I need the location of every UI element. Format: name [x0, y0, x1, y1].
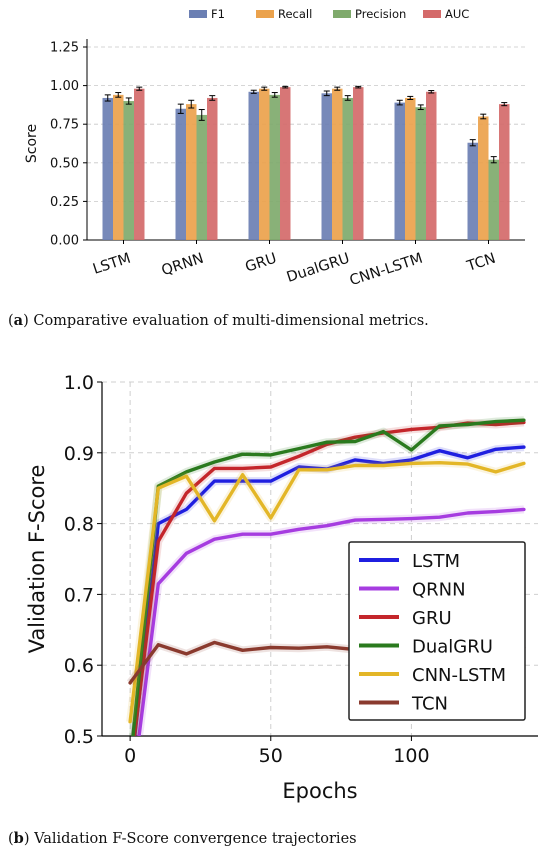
bar-lstm-recall	[113, 94, 124, 240]
x-tick-label: 100	[393, 745, 429, 767]
bar-lstm-auc	[134, 88, 145, 240]
y-axis-label: Validation F-Score	[25, 465, 49, 654]
y-tick-label: 0.9	[64, 443, 94, 465]
bar-cnn-lstm-recall	[405, 97, 416, 241]
bar-dualgru-f1	[321, 93, 332, 240]
caption-a: (a) Comparative evaluation of multi-dime…	[8, 312, 429, 329]
y-tick-label: 1.25	[50, 41, 79, 56]
x-tick-label: 0	[124, 745, 136, 767]
series-group	[126, 416, 526, 736]
y-tick-label: 0.00	[50, 234, 79, 249]
legend-swatch-f1	[189, 10, 207, 18]
bar-cnn-lstm-auc	[426, 91, 437, 240]
bar-cnn-lstm-precision	[415, 107, 426, 240]
y-tick-label: 1.00	[50, 79, 79, 94]
bar-qrnn-auc	[207, 97, 218, 241]
y-axis-label: Score	[24, 124, 40, 163]
fscore-line-chart: 0.5 0.6 0.7 0.8 0.9 1.0 0 50 100 Epochs Validation…	[25, 372, 538, 803]
y-tick-label: 0.8	[64, 514, 94, 536]
bar-dualgru-auc	[353, 87, 364, 240]
legend-label-recall: Recall	[278, 7, 312, 21]
caption-b-tag: b	[13, 830, 24, 847]
caption-b-text: Validation F-Score convergence trajector…	[34, 831, 357, 847]
legend-swatch-precision	[333, 10, 351, 18]
y-tick-label: 0.6	[64, 655, 94, 677]
legend-label-dualgru: DualGRU	[412, 637, 493, 658]
caption-a-text: Comparative evaluation of multi-dimensio…	[33, 313, 429, 329]
caption-a-tag: a	[13, 312, 24, 329]
y-tick-label: 0.50	[50, 156, 79, 171]
legend-swatch-auc	[423, 10, 441, 18]
bar-tcn-recall	[478, 116, 489, 240]
x-tick-label: 50	[259, 745, 283, 767]
caption-b: (b) Validation F-Score convergence traje…	[8, 830, 357, 847]
bar-gru-f1	[248, 91, 259, 240]
bar-qrnn-precision	[196, 114, 207, 240]
bar-cnn-lstm-f1	[394, 102, 405, 240]
y-tick-label: 0.25	[50, 195, 79, 210]
legend-label-tcn: TCN	[411, 694, 448, 715]
legend-label-qrnn: QRNN	[412, 580, 466, 601]
y-tick-label: 0.7	[64, 584, 94, 606]
bar-gru-precision	[269, 94, 280, 240]
legend-label-precision: Precision	[355, 7, 406, 21]
legend-label-lstm: LSTM	[412, 551, 460, 572]
bar-gru-recall	[259, 88, 270, 240]
legend-label-auc: AUC	[445, 7, 469, 21]
y-tick-label: 0.5	[64, 726, 94, 748]
bar-tcn-precision	[488, 159, 499, 240]
x-axis-label: Epochs	[282, 779, 357, 803]
legend-swatch-recall	[256, 10, 274, 18]
bar-qrnn-recall	[186, 104, 197, 241]
legend-label-cnn-lstm: CNN-LSTM	[412, 665, 506, 686]
bar-dualgru-recall	[332, 88, 343, 240]
bar-tcn-auc	[499, 104, 510, 241]
legend-label-gru: GRU	[412, 608, 452, 629]
legend-label-f1: F1	[211, 7, 225, 21]
series-line-cnn-lstm	[128, 461, 526, 724]
bar-lstm-f1	[102, 97, 113, 241]
series-line-qrnn	[137, 507, 526, 736]
bar-lstm-precision	[123, 101, 134, 240]
series-line-dualgru	[131, 418, 526, 736]
y-tick-label: 1.0	[64, 372, 94, 394]
bar-dualgru-precision	[342, 97, 353, 241]
bar-qrnn-f1	[175, 108, 186, 240]
bar-gru-auc	[280, 87, 291, 240]
bar-tcn-f1	[467, 142, 478, 240]
y-tick-label: 0.75	[50, 118, 79, 133]
